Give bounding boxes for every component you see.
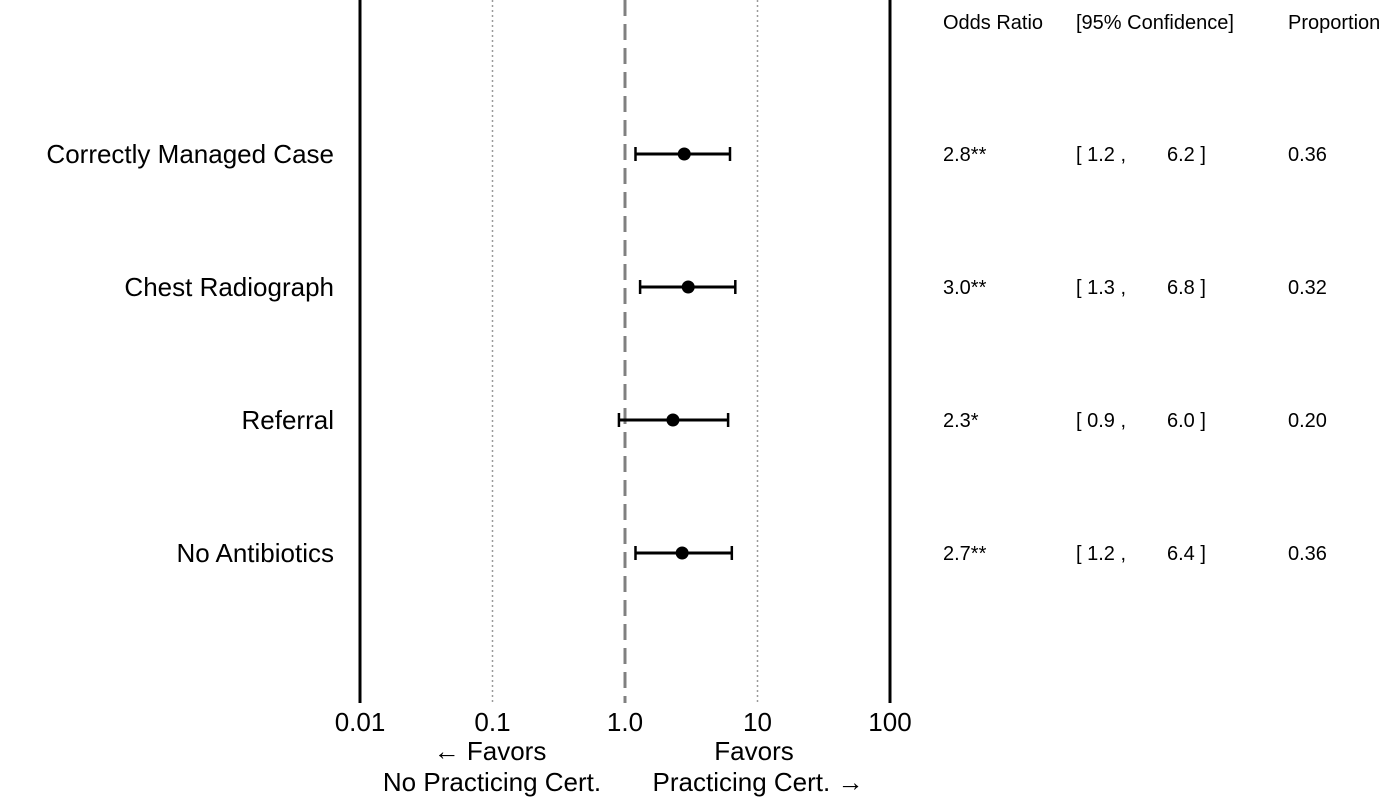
proportion-value: 0.36: [1288, 543, 1327, 565]
favors-left-line2: No Practicing Cert.: [383, 767, 601, 797]
x-tick-label: 1.0: [607, 707, 643, 737]
ci-lower-value: [ 0.9 ,: [1076, 410, 1126, 432]
forest-row: Referral 2.3* [ 0.9 , 6.0 ] 0.20: [242, 405, 1327, 435]
favors-labels: ← Favors No Practicing Cert. Favors Prac…: [383, 736, 864, 797]
ci-upper-value: 6.0 ]: [1167, 410, 1206, 432]
row-label: Chest Radiograph: [124, 272, 334, 302]
ci-upper-value: 6.2 ]: [1167, 144, 1206, 166]
odds-ratio-point: [666, 413, 680, 427]
forest-row: Chest Radiograph 3.0** [ 1.3 , 6.8 ] 0.32: [124, 272, 1327, 302]
odds-ratio-value: 3.0**: [943, 277, 987, 299]
x-tick-label: 0.1: [474, 707, 510, 737]
forest-row: No Antibiotics 2.7** [ 1.2 , 6.4 ] 0.36: [176, 538, 1326, 568]
odds-ratio-value: 2.8**: [943, 144, 987, 166]
rows-layer: Correctly Managed Case 2.8** [ 1.2 , 6.2 ] 0…: [46, 139, 1327, 568]
favors-right-line1: Favors: [714, 736, 793, 766]
axes-layer: [358, 0, 892, 703]
header-odds-ratio: Odds Ratio: [943, 12, 1043, 34]
header-proportion: Proportion: [1288, 12, 1380, 34]
x-tick-label: 10: [743, 707, 772, 737]
ci-lower-value: [ 1.3 ,: [1076, 277, 1126, 299]
ci-lower-value: [ 1.2 ,: [1076, 543, 1126, 565]
favors-right-line2: Practicing Cert. →: [653, 767, 864, 797]
odds-ratio-point: [677, 147, 691, 161]
forest-row: Correctly Managed Case 2.8** [ 1.2 , 6.2 ] 0…: [46, 139, 1327, 169]
proportion-value: 0.36: [1288, 144, 1327, 166]
ci-upper-value: 6.4 ]: [1167, 543, 1206, 565]
row-label: No Antibiotics: [176, 538, 334, 568]
x-axis-ticks: 0.01 0.1 1.0 10 100: [335, 707, 912, 737]
odds-ratio-value: 2.7**: [943, 543, 987, 565]
header-confidence: [95% Confidence]: [1076, 12, 1234, 34]
odds-ratio-value: 2.3*: [943, 410, 979, 432]
column-headers: Odds Ratio [95% Confidence] Proportion: [943, 12, 1380, 34]
ci-upper-value: 6.8 ]: [1167, 277, 1206, 299]
row-label: Correctly Managed Case: [46, 139, 334, 169]
favors-left-line1: ← Favors: [434, 736, 547, 766]
x-tick-label: 0.01: [335, 707, 386, 737]
ci-lower-value: [ 1.2 ,: [1076, 144, 1126, 166]
odds-ratio-point: [681, 280, 695, 294]
x-tick-label: 100: [868, 707, 911, 737]
proportion-value: 0.20: [1288, 410, 1327, 432]
odds-ratio-point: [675, 546, 689, 560]
row-label: Referral: [242, 405, 334, 435]
proportion-value: 0.32: [1288, 277, 1327, 299]
